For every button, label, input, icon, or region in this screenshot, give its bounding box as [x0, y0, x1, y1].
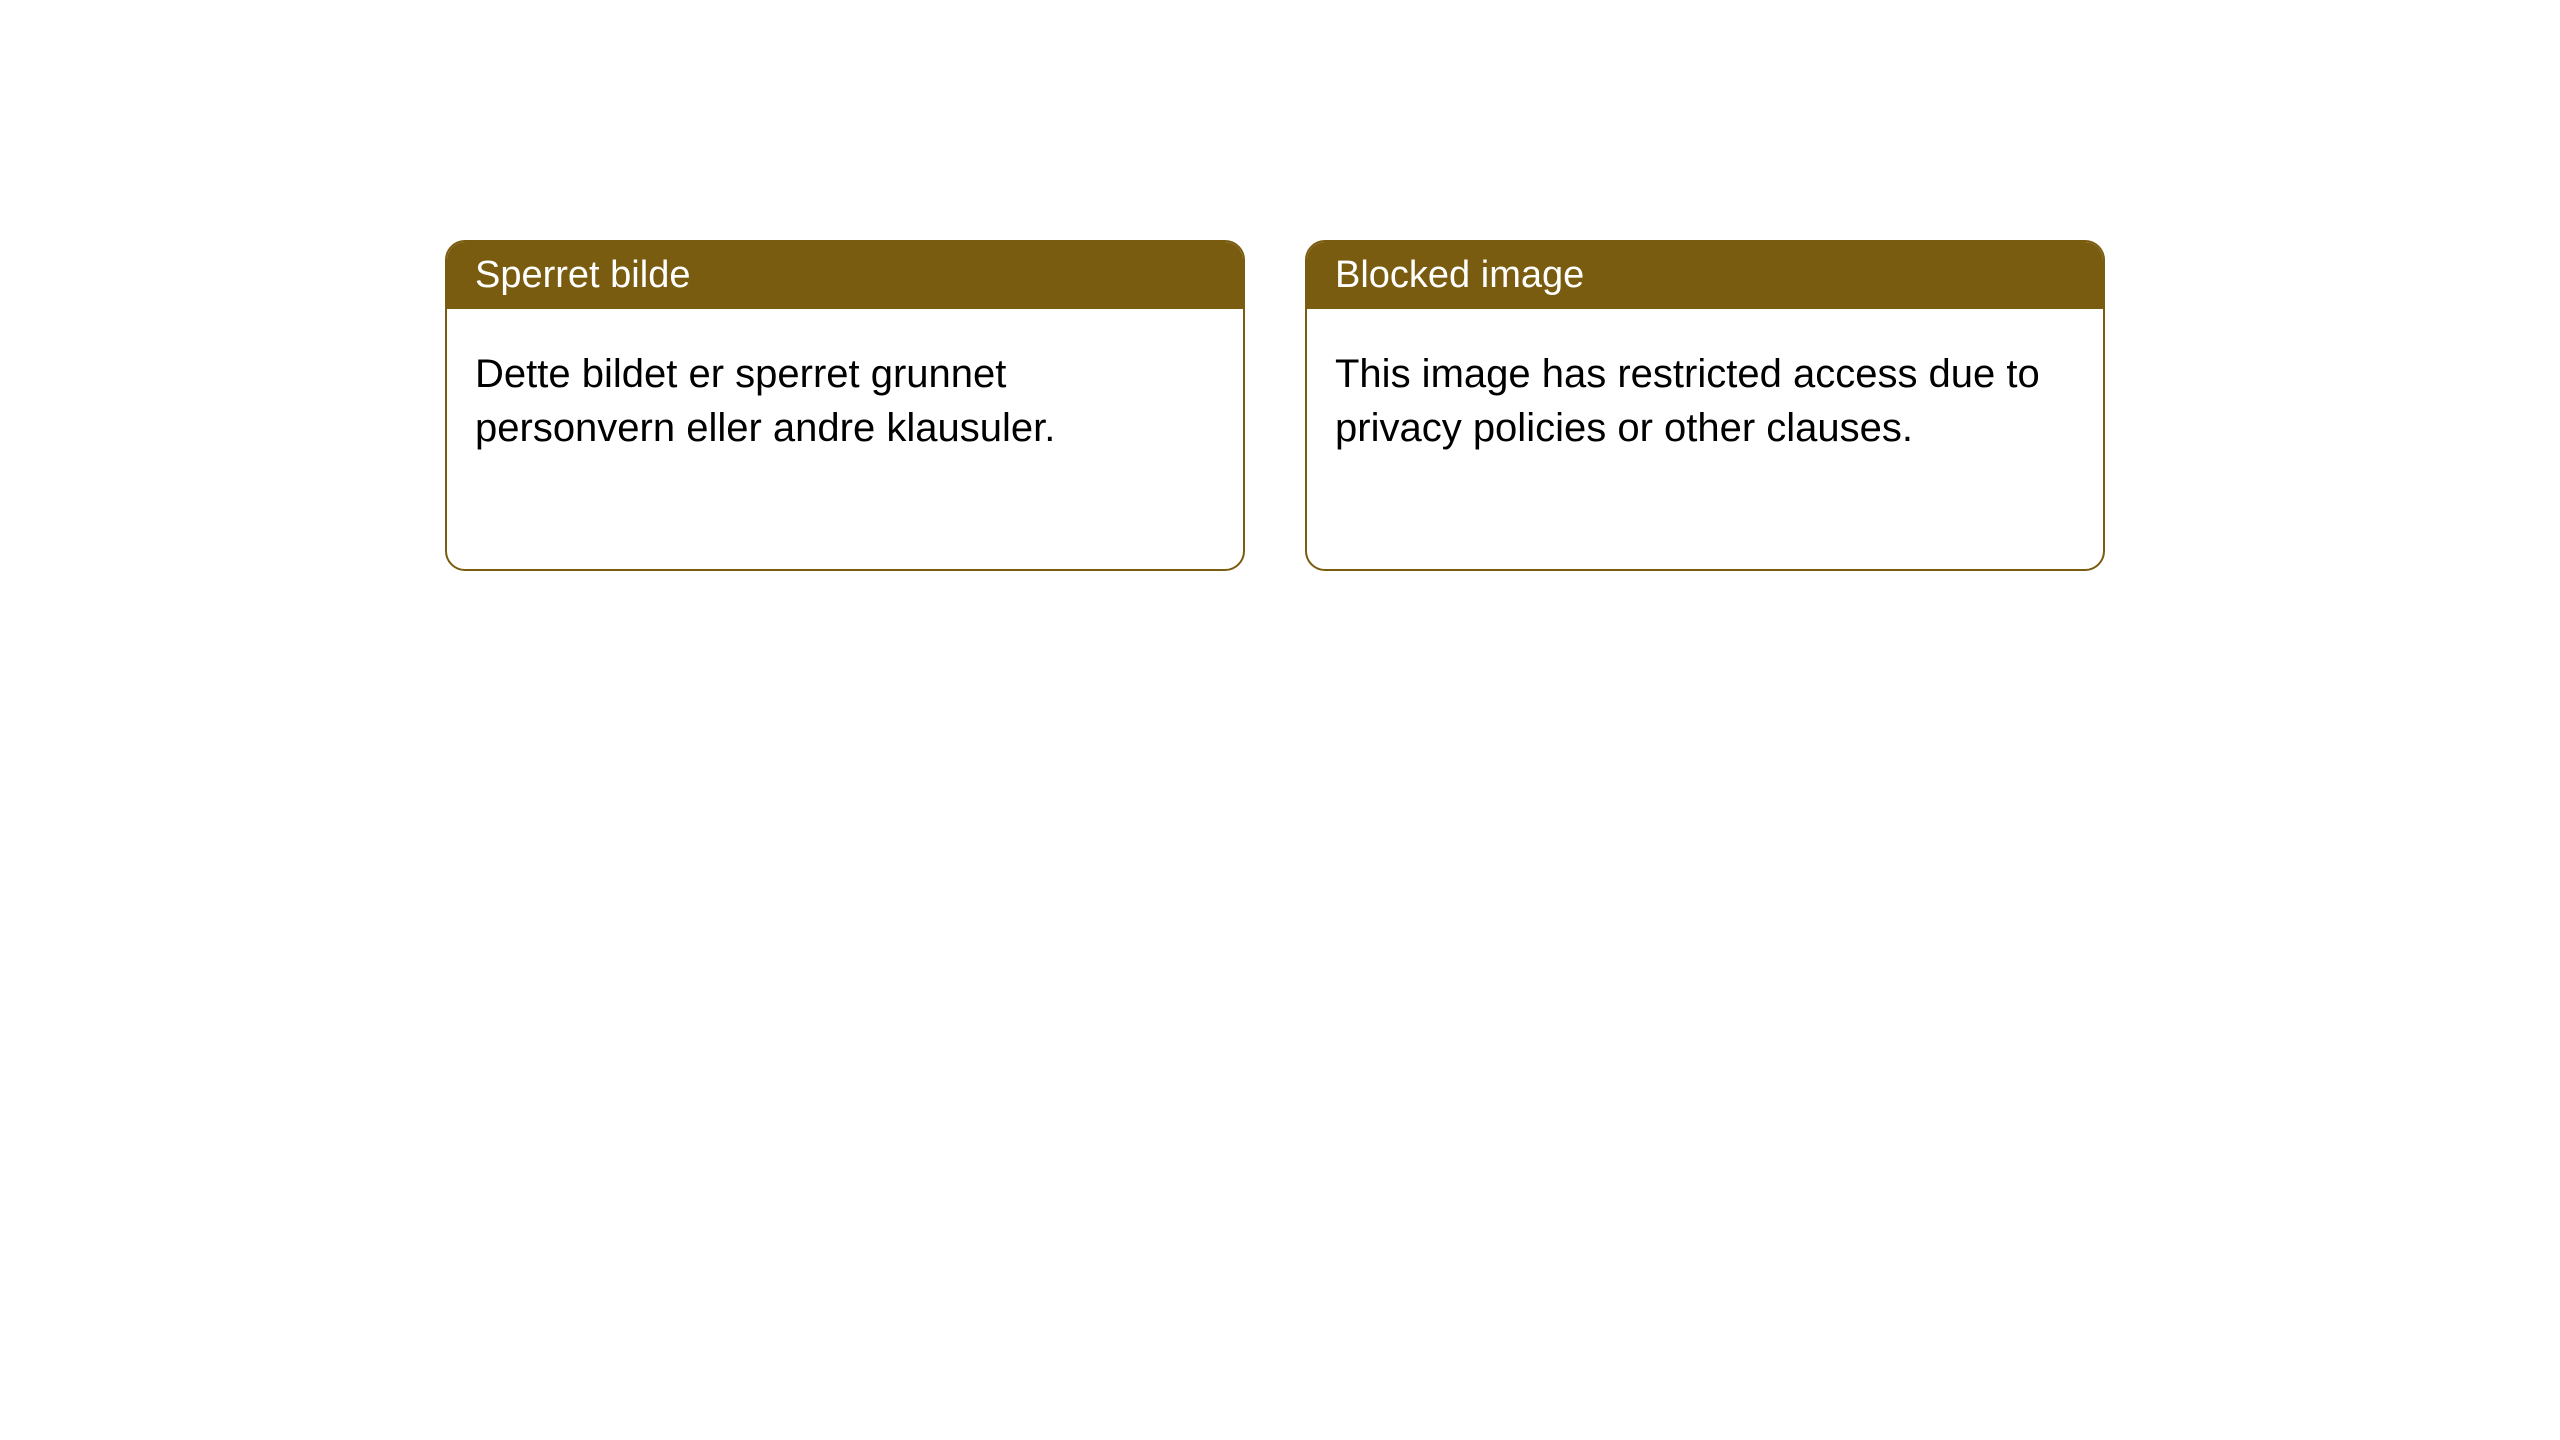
card-body-norwegian: Dette bildet er sperret grunnet personve… [447, 309, 1243, 569]
card-header-norwegian: Sperret bilde [447, 242, 1243, 309]
card-header-english: Blocked image [1307, 242, 2103, 309]
card-english: Blocked image This image has restricted … [1305, 240, 2105, 571]
card-norwegian: Sperret bilde Dette bildet er sperret gr… [445, 240, 1245, 571]
cards-container: Sperret bilde Dette bildet er sperret gr… [445, 240, 2560, 571]
card-body-english: This image has restricted access due to … [1307, 309, 2103, 569]
